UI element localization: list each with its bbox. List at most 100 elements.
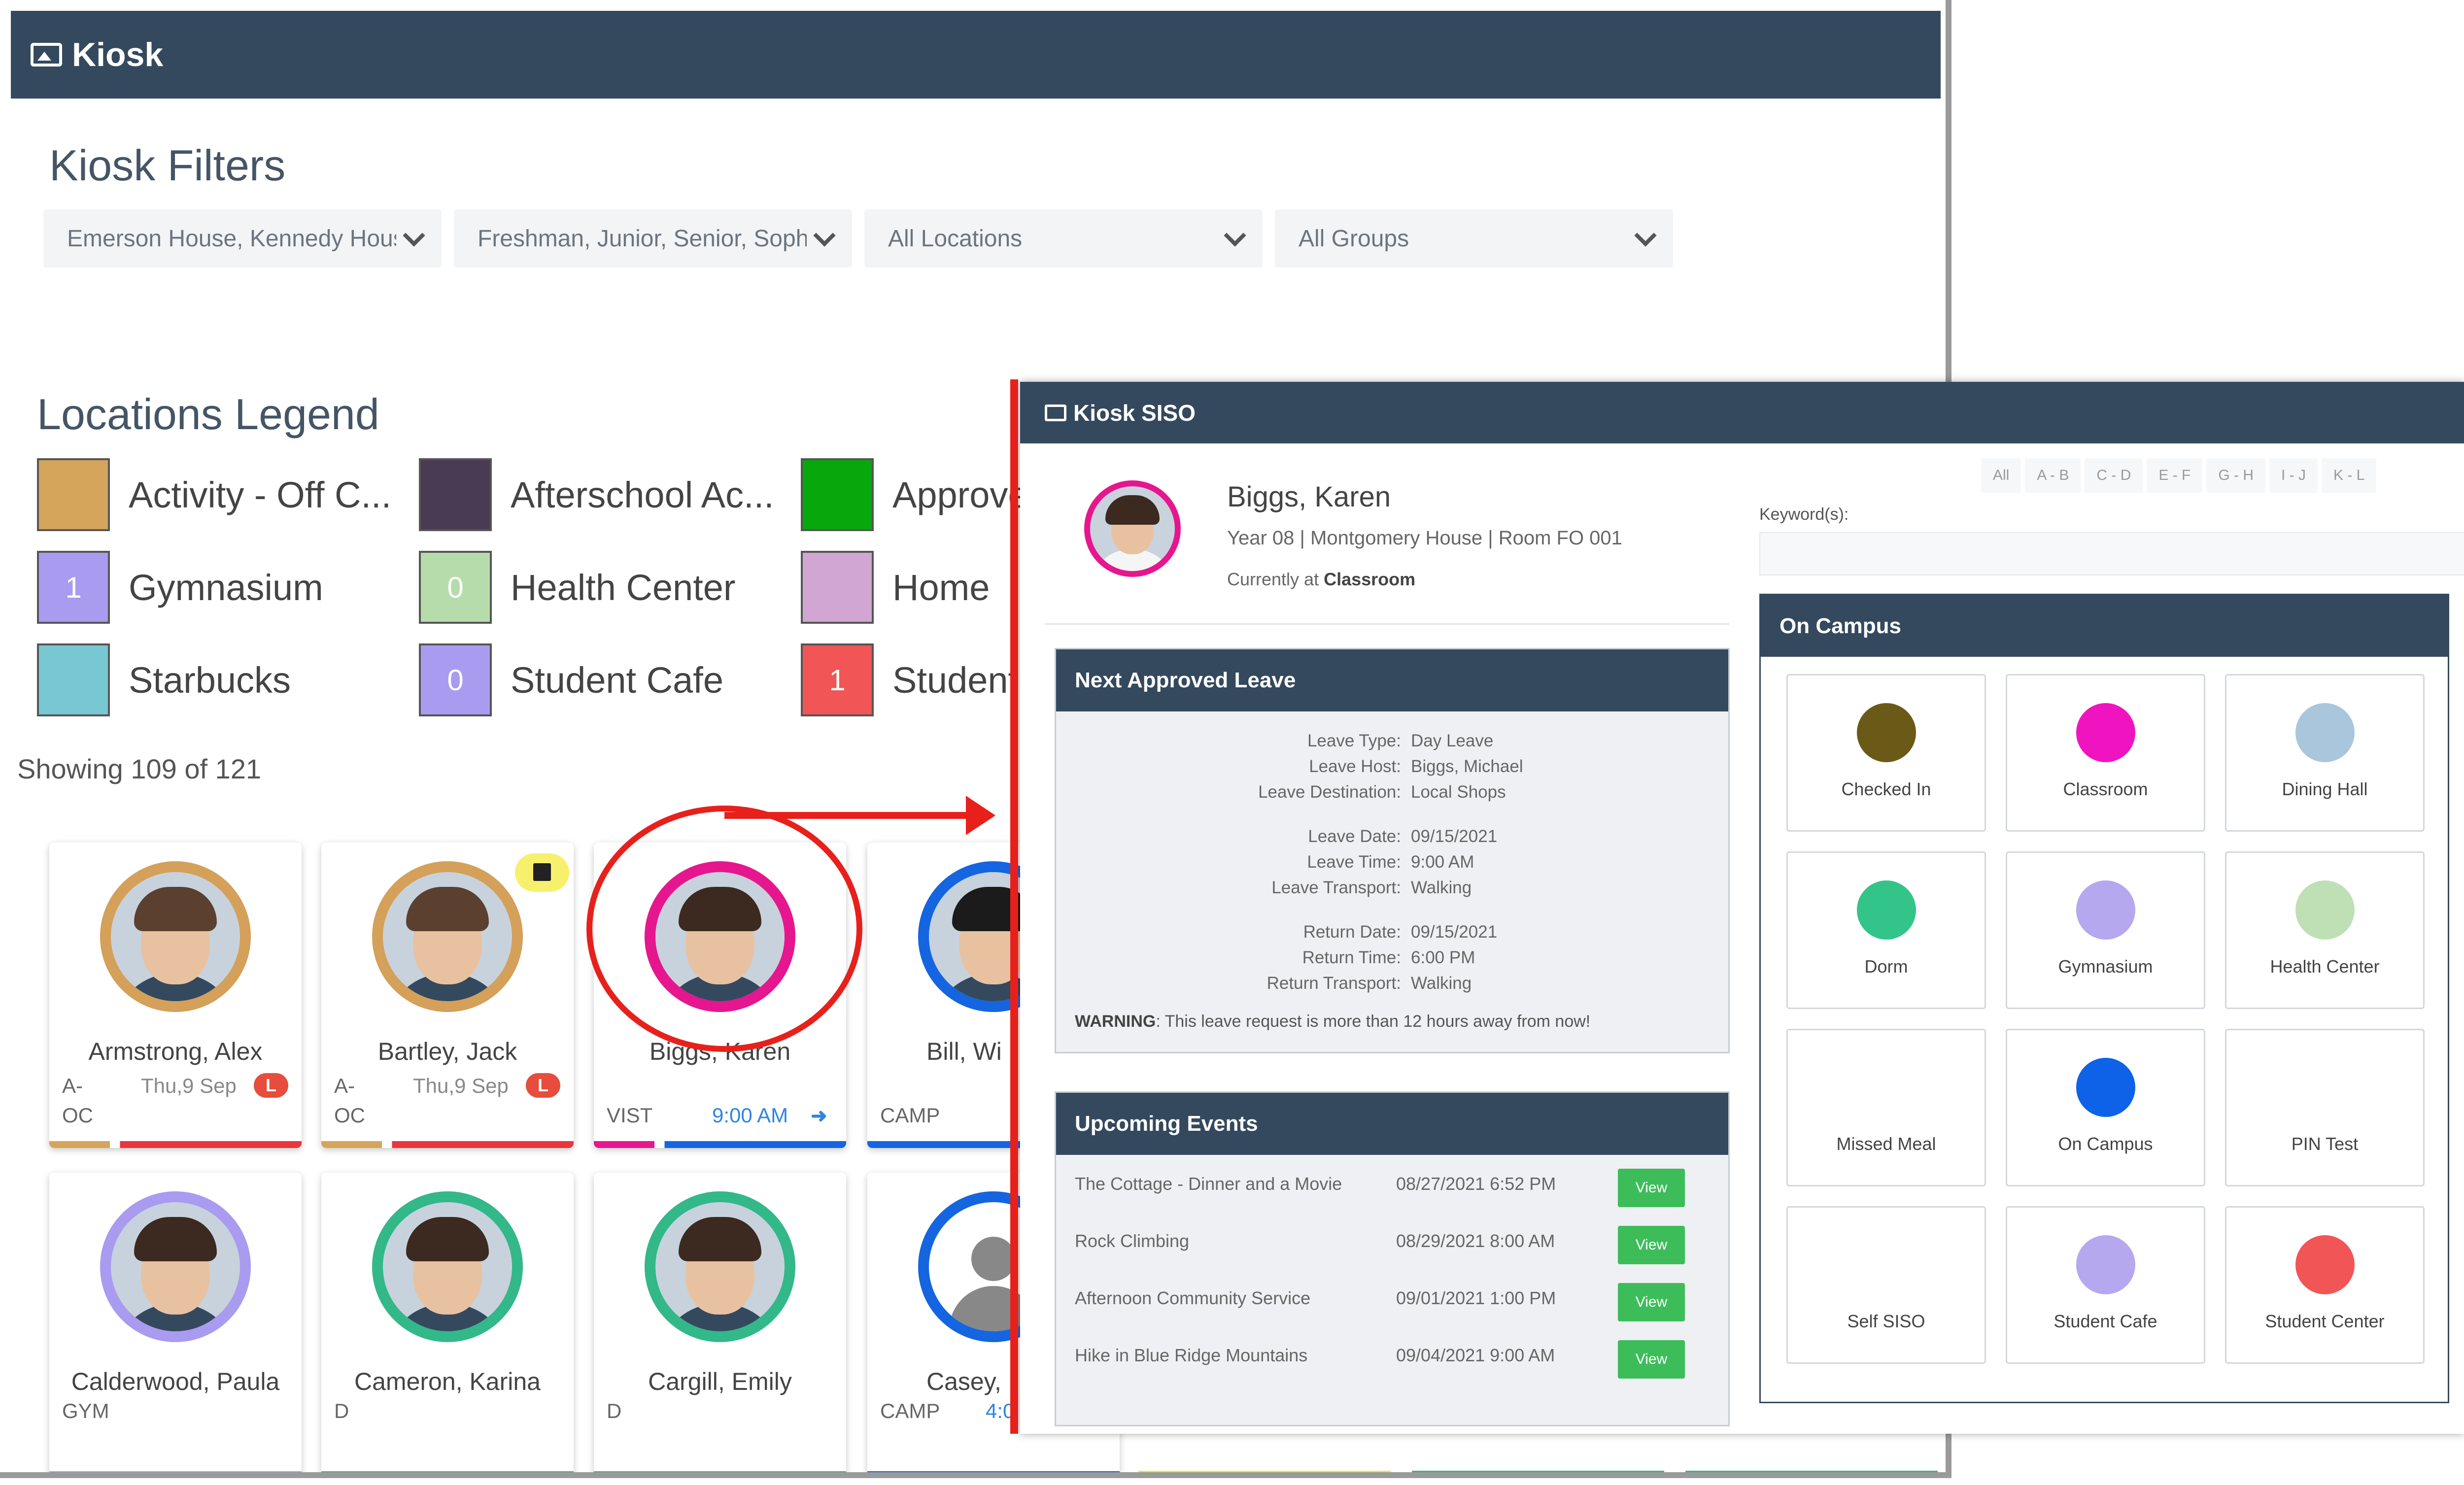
house-filter-select[interactable]: Emerson House, Kennedy House (43, 209, 442, 268)
legend-item: 1 Student (801, 643, 1183, 716)
arrow-head-icon (966, 796, 995, 835)
legend-swatch (419, 458, 492, 531)
student-card[interactable]: Bartley, Jack A- OC Thu,9 Sep L (321, 843, 574, 1148)
panel-title: On Campus (1761, 595, 2448, 657)
location-tile[interactable]: Student Center (2225, 1206, 2425, 1364)
picture-icon (31, 43, 62, 67)
leave-value: Day Leave (1411, 731, 1494, 750)
legend-item: 0 Student Cafe (419, 643, 801, 716)
event-date: 08/29/2021 8:00 AM (1396, 1231, 1555, 1251)
leave-key: Leave Host: (1309, 757, 1401, 776)
location-tile[interactable]: Self SISO (1786, 1206, 1986, 1364)
location-tile-label: Missed Meal (1836, 1134, 1936, 1154)
view-event-button[interactable]: View (1618, 1169, 1685, 1207)
location-filter-value: All Locations (888, 225, 1023, 252)
kiosk-siso-window: Kiosk SISO Biggs, Karen Year 08 | Montgo… (1020, 382, 2464, 1434)
event-date: 08/27/2021 6:52 PM (1396, 1174, 1556, 1194)
group-filter-value: All Groups (1299, 225, 1409, 252)
location-tile[interactable]: Gymnasium (2006, 851, 2205, 1009)
legend-label: Activity - Off C... (129, 474, 392, 515)
sticky-note-icon[interactable] (515, 853, 569, 892)
student-avatar (1084, 480, 1181, 577)
az-filter-all[interactable]: All (1981, 458, 2021, 493)
leave-key: Leave Destination: (1258, 782, 1401, 802)
status-bar (321, 1141, 574, 1148)
student-code: A- (62, 1074, 83, 1097)
student-avatar (100, 1191, 251, 1342)
student-card[interactable]: Armstrong, Alex A- OC Thu,9 Sep L (49, 843, 302, 1148)
legend-label: Student Cafe (511, 659, 723, 701)
student-location: D (334, 1399, 349, 1422)
leave-value: 9:00 AM (1411, 852, 1474, 872)
legend-swatch: 1 (37, 551, 110, 624)
legend-item: Starbucks (37, 643, 419, 716)
student-location: VIST (607, 1104, 653, 1127)
leave-key: Return Time: (1302, 948, 1401, 967)
leave-key: Leave Time: (1307, 852, 1401, 872)
highlight-circle (586, 806, 862, 1052)
legend-swatch: 1 (801, 643, 874, 716)
student-card[interactable]: Cargill, Emily D (594, 1173, 846, 1472)
az-filter-k-l[interactable]: K - L (2322, 458, 2377, 493)
status-bar (49, 1141, 302, 1148)
location-tile[interactable]: Classroom (2006, 674, 2205, 832)
siso-header: Kiosk SISO (1020, 382, 2464, 443)
location-filter-select[interactable]: All Locations (864, 209, 1263, 268)
az-filter-a-b[interactable]: A - B (2025, 458, 2081, 493)
legend-label: Approve (892, 474, 1028, 515)
warning-text: : This leave request is more than 12 hou… (1156, 1012, 1591, 1031)
filters-row: Emerson House, Kennedy House Freshman, J… (43, 209, 1673, 268)
location-tile[interactable]: Checked In (1786, 674, 1986, 832)
student-name: Bartley, Jack (377, 1038, 517, 1065)
leave-time: 9:00 AM (712, 1104, 788, 1127)
card-status-bar (1138, 1471, 1391, 1472)
leave-value: Local Shops (1411, 782, 1506, 802)
leave-date: Thu,9 Sep (141, 1074, 237, 1097)
leave-value: Biggs, Michael (1411, 757, 1523, 776)
kiosk-title: Kiosk (72, 36, 164, 73)
leave-value: 09/15/2021 (1411, 922, 1498, 942)
student-location: CAMP (880, 1104, 940, 1127)
filters-title: Kiosk Filters (49, 141, 286, 190)
chevron-down-icon (403, 224, 425, 247)
legend-label: Starbucks (129, 659, 291, 701)
student-name: Biggs, Karen (1227, 481, 1391, 513)
next-approved-leave-panel: Next Approved Leave Leave Type: Day Leave… (1055, 648, 1730, 1053)
az-filter-g-h[interactable]: G - H (2206, 458, 2266, 493)
student-card[interactable]: Calderwood, Paula GYM (49, 1173, 302, 1472)
panel-title: Upcoming Events (1056, 1093, 1728, 1155)
location-tile[interactable]: PIN Test (2225, 1029, 2425, 1186)
location-tile[interactable]: Dorm (1786, 851, 1986, 1009)
az-filter-c-d[interactable]: C - D (2085, 458, 2143, 493)
group-filter-select[interactable]: All Groups (1275, 209, 1673, 268)
keyword-input[interactable] (1759, 532, 2464, 575)
grade-filter-select[interactable]: Freshman, Junior, Senior, Sophomore (454, 209, 852, 268)
student-name: Armstrong, Alex (88, 1038, 263, 1065)
location-tile[interactable]: Student Cafe (2006, 1206, 2205, 1364)
house-filter-value: Emerson House, Kennedy House (67, 225, 396, 252)
view-event-button[interactable]: View (1618, 1340, 1685, 1379)
status-bar (321, 1471, 574, 1472)
status-bar (594, 1141, 846, 1148)
student-location: OC (62, 1104, 93, 1127)
legend-swatch (801, 458, 874, 531)
event-name: Hike in Blue Ridge Mountains (1075, 1345, 1308, 1365)
student-card[interactable]: Cameron, Karina D (321, 1173, 574, 1472)
location-tile[interactable]: Dining Hall (2225, 674, 2425, 832)
locations-legend: Activity - Off C... Afterschool Ac... Ap… (37, 458, 1183, 716)
view-event-button[interactable]: View (1618, 1283, 1685, 1321)
az-filter-i-j[interactable]: I - J (2269, 458, 2318, 493)
student-avatar (372, 1191, 523, 1342)
location-color-dot (2295, 703, 2355, 762)
location-color-dot (2076, 1058, 2135, 1117)
keyword-label: Keyword(s): (1759, 505, 1849, 524)
location-tile[interactable]: On Campus (2006, 1029, 2205, 1186)
location-tile[interactable]: Health Center (2225, 851, 2425, 1009)
az-filter-e-f[interactable]: E - F (2147, 458, 2203, 493)
location-tile[interactable]: Missed Meal (1786, 1029, 1986, 1186)
leave-key: Leave Transport: (1271, 878, 1401, 897)
sign-out-icon[interactable]: ➜ (811, 1105, 827, 1127)
legend-swatch: 0 (419, 551, 492, 624)
view-event-button[interactable]: View (1618, 1226, 1685, 1264)
